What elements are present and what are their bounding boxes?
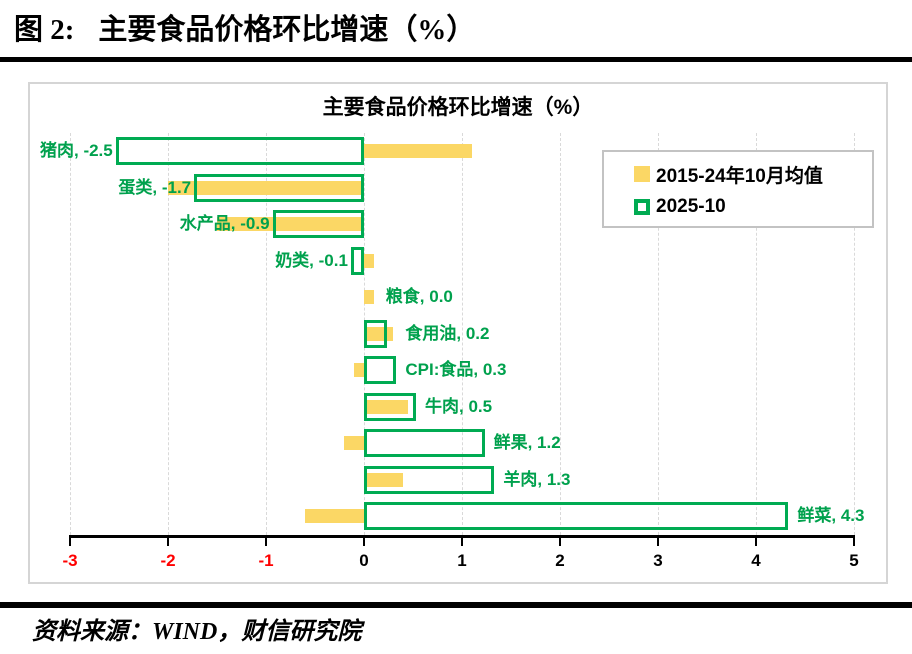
bar-label-6: CPI:食品, 0.3 (405, 360, 507, 379)
current-bar-0 (116, 137, 364, 165)
x-tick-label--1: -1 (258, 551, 274, 570)
source-note: 资料来源：WIND，财信研究院 (32, 619, 362, 645)
avg-bar-2 (217, 217, 364, 231)
x-axis-tick--1 (265, 535, 267, 546)
bar-label-10: 鲜菜, 4.3 (797, 506, 865, 525)
legend-label-2025-10: 2025-10 (656, 195, 726, 217)
gridline-4 (756, 133, 757, 535)
current-bar-10 (364, 502, 789, 530)
current-bar-7 (364, 392, 416, 421)
chart-figure: 主要食品价格环比增速（%） -3 -2 -1 0 1 2 3 4 5 猪肉, -2.5 蛋类, -1… (28, 82, 888, 584)
current-bar-1 (194, 173, 364, 202)
figure-title: 主要食品价格环比增速（%） (98, 14, 476, 46)
gridline-3 (658, 133, 659, 535)
legend-label-average: 2015-24年10月均值 (656, 165, 823, 187)
x-axis-tick-0 (363, 535, 365, 546)
x-axis-tick--3 (69, 535, 71, 546)
x-tick-label--3: -3 (62, 551, 78, 570)
top-rule (0, 57, 912, 62)
x-axis-tick--2 (167, 535, 169, 546)
avg-bar-8 (344, 436, 364, 450)
x-tick-label--2: -2 (160, 551, 176, 570)
bar-label-3: 奶类, -0.1 (275, 250, 348, 270)
x-axis-tick-4 (755, 535, 757, 546)
figure-number: 图 2: (14, 14, 75, 46)
avg-bar-6 (354, 363, 364, 377)
avg-bar-7 (364, 399, 409, 414)
avg-bar-4 (364, 290, 374, 304)
avg-bar-10 (305, 509, 364, 523)
gridline--3 (70, 133, 71, 535)
x-axis-tick-3 (657, 535, 659, 546)
x-tick-label-5: 5 (849, 551, 859, 570)
bar-label-2: 水产品, -0.9 (179, 214, 270, 233)
current-bar-6 (364, 356, 397, 384)
x-tick-label-3: 3 (653, 551, 663, 570)
current-bar-2 (272, 210, 364, 238)
legend: 2015-24年10月均值 2025-10 (602, 150, 874, 228)
current-bar-3 (351, 246, 364, 275)
bar-label-8: 鲜果, 1.2 (493, 433, 561, 452)
avg-bar-1 (168, 180, 364, 195)
avg-bar-0 (364, 144, 472, 158)
bottom-rule (0, 602, 912, 608)
gridline-1 (462, 133, 463, 535)
x-tick-label-0: 0 (359, 551, 369, 570)
bar-label-0: 猪肉, -2.5 (40, 141, 113, 160)
x-tick-label-1: 1 (457, 551, 467, 570)
legend-item-average: 2015-24年10月均值 (634, 161, 872, 188)
gridline--1 (266, 133, 267, 535)
bar-label-9: 羊肉, 1.3 (503, 469, 571, 489)
x-axis-tick-1 (461, 535, 463, 546)
chart-title: 主要食品价格环比增速（%） (322, 96, 594, 119)
x-tick-label-2: 2 (555, 551, 565, 570)
yellow-filled-swatch-icon (634, 166, 650, 182)
gridline-2 (560, 133, 561, 535)
avg-bar-9 (364, 472, 404, 487)
current-bar-9 (364, 465, 495, 494)
gridline--2 (168, 133, 169, 535)
x-axis-tick-2 (559, 535, 561, 546)
bar-label-7: 牛肉, 0.5 (425, 396, 493, 416)
current-bar-5 (364, 319, 387, 348)
green-outline-swatch-icon (634, 198, 650, 215)
legend-item-2025-10: 2025-10 (634, 196, 872, 218)
bar-label-5: 食用油, 0.2 (405, 323, 490, 343)
plot-area: -3 -2 -1 0 1 2 3 4 5 猪肉, -2.5 蛋类, -1.7 水产品, -0.9 奶类,… (30, 84, 886, 582)
gridline-5 (854, 133, 855, 535)
x-tick-label-4: 4 (751, 551, 761, 570)
bar-label-4: 粮食, 0.0 (385, 287, 453, 306)
avg-bar-3 (364, 253, 374, 268)
x-axis-tick-5 (853, 535, 855, 546)
figure-header: 图 2: 主要食品价格环比增速（%） (14, 6, 475, 48)
bar-label-1: 蛋类, -1.7 (118, 177, 192, 197)
current-bar-8 (364, 429, 485, 457)
